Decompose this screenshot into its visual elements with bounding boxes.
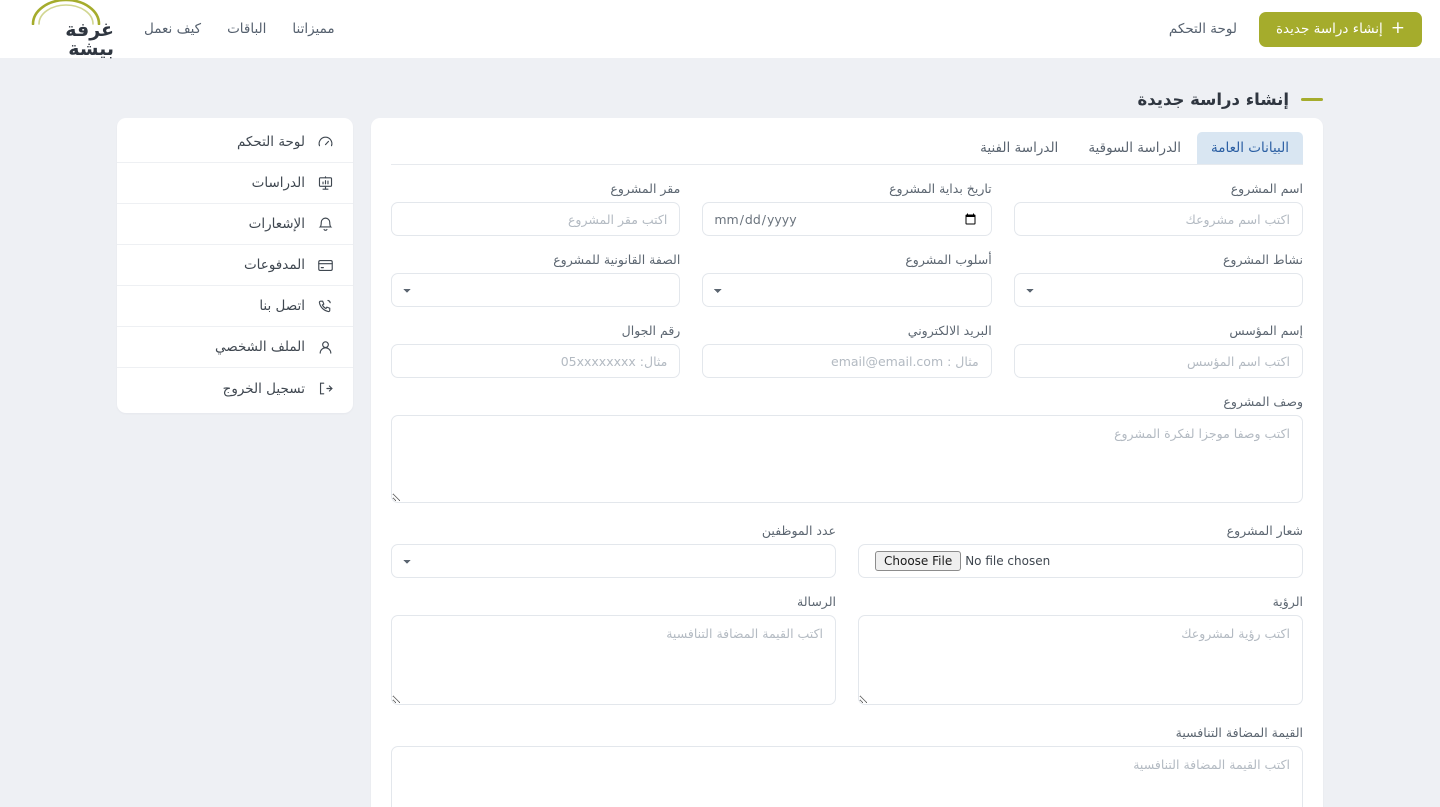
label-logo-upload: شعار المشروع [1226,523,1303,538]
project-name-input[interactable] [1013,202,1303,236]
tab-market-study[interactable]: الدراسة السوقية [1074,132,1195,164]
start-date-input[interactable] [702,202,992,236]
sidebar-item-contact[interactable]: اتصل بنا [117,286,353,327]
sidebar-label-contact: اتصل بنا [259,298,305,314]
header-nav: مميزاتنا الباقات كيف نعمل غرفة بيشة [0,0,335,59]
logo-arc-icon [31,0,101,25]
label-vision: الرؤية [1272,594,1303,609]
field-mission: الرسالة [391,594,836,709]
sidebar-item-payments[interactable]: المدفوعات [117,245,353,286]
tab-general-data[interactable]: البيانات العامة [1197,132,1303,164]
title-accent-dash [1301,97,1323,101]
field-email: البريد الالكتروني [702,323,992,378]
header-actions: + إنشاء دراسة جديدة لوحة التحكم [1168,11,1422,47]
label-start-date: تاريخ بداية المشروع [889,181,992,196]
label-project-method: أسلوب المشروع [905,252,992,267]
form-row-vision-mission: الرؤية الرسالة [391,594,1303,709]
label-employees-count: عدد الموظفين [761,523,836,538]
header-dashboard-link[interactable]: لوحة التحكم [1168,21,1237,37]
field-start-date: تاريخ بداية المشروع [702,181,992,236]
label-project-activity: نشاط المشروع [1222,252,1303,267]
presentation-chart-icon [316,174,335,193]
sidebar-label-profile: الملف الشخصي [215,339,305,355]
gauge-icon [316,133,335,152]
field-project-name: اسم المشروع [1013,181,1303,236]
form-row-competitive-value: القيمة المضافة التنافسية [391,725,1303,807]
sidebar-item-logout[interactable]: تسجيل الخروج [117,368,353,409]
form-row-logo-employees: شعار المشروع عدد الموظفين [391,523,1303,578]
logo-text: غرفة بيشة [65,19,114,60]
site-header: + إنشاء دراسة جديدة لوحة التحكم مميزاتنا… [0,0,1440,59]
project-method-select[interactable] [702,273,992,307]
competitive-value-textarea[interactable] [391,746,1303,807]
label-mobile: رقم الجوال [621,323,681,338]
new-study-button[interactable]: + إنشاء دراسة جديدة [1258,11,1422,47]
field-project-location: مقر المشروع [391,181,681,236]
legal-status-select[interactable] [391,273,681,307]
sidebar-item-studies[interactable]: الدراسات [117,163,353,204]
field-mobile: رقم الجوال [391,323,681,378]
label-project-location: مقر المشروع [610,181,681,196]
main-layout: البيانات العامة الدراسة السوقية الدراسة … [117,110,1323,807]
mobile-input[interactable] [391,344,681,378]
project-activity-select[interactable] [1013,273,1303,307]
field-project-activity: نشاط المشروع [1013,252,1303,307]
user-icon [316,338,335,357]
account-sidebar: لوحة التحكم الدراسات الإشعارات [117,118,353,413]
form-row-3: إسم المؤسس البريد الالكتروني رقم الجوال [391,323,1303,378]
logout-icon [316,379,335,398]
field-employees-count: عدد الموظفين [391,523,836,578]
tab-technical-study[interactable]: الدراسة الفنية [966,132,1072,164]
sidebar-label-logout: تسجيل الخروج [222,380,305,397]
primary-nav: مميزاتنا الباقات كيف نعمل [144,21,335,37]
sidebar-label-studies: الدراسات [251,175,305,191]
nav-how-we-work[interactable]: كيف نعمل [144,21,202,37]
label-mission: الرسالة [797,594,836,609]
description-textarea[interactable] [391,415,1303,503]
label-email: البريد الالكتروني [907,323,992,338]
page-title: إنشاء دراسة جديدة [1137,89,1289,109]
sidebar-label-notifications: الإشعارات [248,216,305,232]
employees-count-select[interactable] [391,544,836,578]
site-logo[interactable]: غرفة بيشة [18,0,114,59]
logo-file-input[interactable] [858,544,1303,578]
mission-textarea[interactable] [391,615,836,705]
label-project-name: اسم المشروع [1230,181,1303,196]
project-location-input[interactable] [391,202,681,236]
vision-textarea[interactable] [858,615,1303,705]
sidebar-label-dashboard: لوحة التحكم [236,134,305,150]
label-description: وصف المشروع [1223,394,1303,409]
field-description: وصف المشروع [391,394,1303,507]
field-legal-status: الصفة القانونية للمشروع [391,252,681,307]
field-founder-name: إسم المؤسس [1013,323,1303,378]
nav-packages[interactable]: الباقات [227,21,267,37]
new-study-button-label: إنشاء دراسة جديدة [1275,21,1383,37]
sidebar-item-profile[interactable]: الملف الشخصي [117,327,353,368]
sidebar-label-payments: المدفوعات [243,257,305,273]
founder-name-input[interactable] [1013,344,1303,378]
form-row-1: اسم المشروع تاريخ بداية المشروع مقر المش… [391,181,1303,236]
plus-icon: + [1390,17,1405,38]
label-competitive-value: القيمة المضافة التنافسية [1175,725,1303,740]
phone-ring-icon [316,297,335,316]
field-project-method: أسلوب المشروع [702,252,992,307]
field-logo-upload: شعار المشروع [858,523,1303,578]
sidebar-item-notifications[interactable]: الإشعارات [117,204,353,245]
credit-card-icon [316,256,335,275]
sidebar-item-dashboard[interactable]: لوحة التحكم [117,122,353,163]
study-form-card: البيانات العامة الدراسة السوقية الدراسة … [371,118,1323,807]
label-legal-status: الصفة القانونية للمشروع [553,252,681,267]
bell-icon [316,215,335,234]
nav-features[interactable]: مميزاتنا [292,21,335,37]
page-title-row: إنشاء دراسة جديدة [117,58,1323,110]
field-vision: الرؤية [858,594,1303,709]
form-tabs: البيانات العامة الدراسة السوقية الدراسة … [391,132,1303,165]
email-input[interactable] [702,344,992,378]
form-row-2: نشاط المشروع أسلوب المشروع الصفة القانون… [391,252,1303,307]
field-competitive-value: القيمة المضافة التنافسية [391,725,1303,807]
form-row-description: وصف المشروع [391,394,1303,507]
label-founder-name: إسم المؤسس [1229,323,1303,338]
